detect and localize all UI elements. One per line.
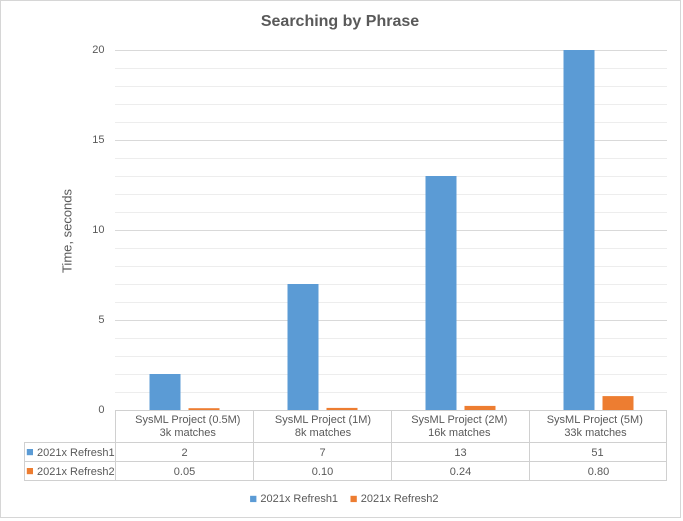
svg-text:Time, seconds: Time, seconds xyxy=(60,188,75,273)
svg-text:0.80: 0.80 xyxy=(588,466,609,478)
svg-text:SysML Project (1M): SysML Project (1M) xyxy=(275,414,371,426)
svg-text:SysML Project (5M): SysML Project (5M) xyxy=(547,414,643,426)
svg-text:2: 2 xyxy=(181,447,187,459)
svg-text:13: 13 xyxy=(454,447,466,459)
svg-text:7: 7 xyxy=(319,447,325,459)
svg-text:3k matches: 3k matches xyxy=(160,427,217,439)
svg-text:2021x Refresh2: 2021x Refresh2 xyxy=(37,466,115,478)
svg-text:2021x Refresh1: 2021x Refresh1 xyxy=(37,447,115,459)
svg-text:Searching by Phrase: Searching by Phrase xyxy=(261,13,419,30)
svg-text:0.10: 0.10 xyxy=(312,466,333,478)
svg-text:2021x Refresh1: 2021x Refresh1 xyxy=(260,493,338,505)
svg-text:10: 10 xyxy=(92,224,104,236)
svg-text:33k matches: 33k matches xyxy=(564,427,627,439)
svg-text:0: 0 xyxy=(98,404,104,416)
svg-text:2021x Refresh2: 2021x Refresh2 xyxy=(361,493,439,505)
svg-text:51: 51 xyxy=(591,447,603,459)
svg-text:SysML Project (2M): SysML Project (2M) xyxy=(411,414,507,426)
svg-text:0.05: 0.05 xyxy=(174,466,195,478)
svg-text:5: 5 xyxy=(98,314,104,326)
svg-text:15: 15 xyxy=(92,134,104,146)
svg-text:16k matches: 16k matches xyxy=(428,427,491,439)
svg-text:SysML Project (0.5M): SysML Project (0.5M) xyxy=(135,414,240,426)
svg-text:20: 20 xyxy=(92,44,104,56)
svg-text:8k matches: 8k matches xyxy=(295,427,352,439)
svg-text:0.24: 0.24 xyxy=(450,466,471,478)
